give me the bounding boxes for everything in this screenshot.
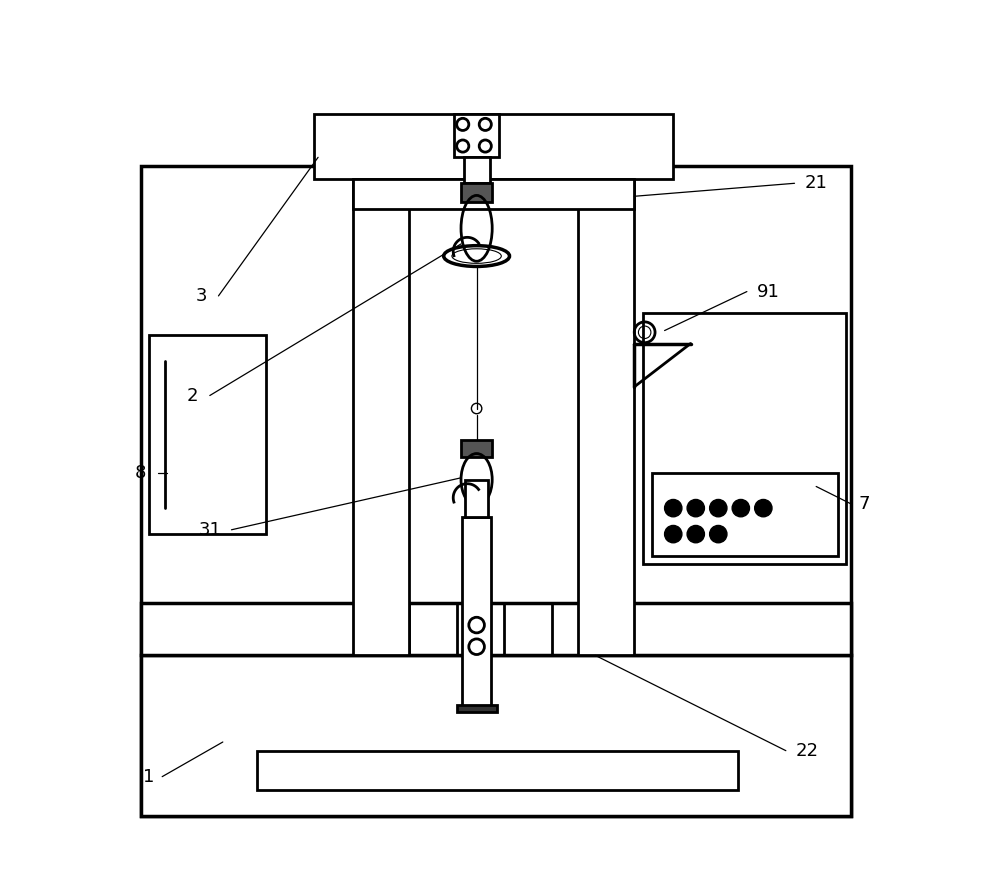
Circle shape xyxy=(710,500,727,517)
Bar xyxy=(652,474,838,556)
Bar xyxy=(454,114,499,157)
Text: 91: 91 xyxy=(757,282,780,301)
Circle shape xyxy=(687,526,704,543)
Bar xyxy=(457,705,497,712)
Circle shape xyxy=(687,500,704,517)
Bar xyxy=(643,313,846,565)
Bar xyxy=(462,517,491,707)
Bar xyxy=(353,157,409,655)
Circle shape xyxy=(710,526,727,543)
Text: 7: 7 xyxy=(858,494,870,513)
Text: 3: 3 xyxy=(195,287,207,305)
Text: 21: 21 xyxy=(805,175,828,192)
Text: 8: 8 xyxy=(135,464,146,482)
Text: 2: 2 xyxy=(187,387,198,405)
Bar xyxy=(257,751,738,790)
Circle shape xyxy=(665,500,682,517)
Circle shape xyxy=(665,526,682,543)
Bar xyxy=(578,157,634,655)
Text: 22: 22 xyxy=(796,741,819,760)
Bar xyxy=(461,183,492,202)
Circle shape xyxy=(755,500,772,517)
Bar xyxy=(465,480,488,517)
Bar xyxy=(141,603,851,655)
Text: 31: 31 xyxy=(198,521,221,539)
Bar xyxy=(149,335,266,534)
Bar xyxy=(464,157,490,183)
Bar xyxy=(141,655,851,816)
Bar xyxy=(461,440,492,457)
Bar xyxy=(353,179,634,209)
Bar xyxy=(141,166,851,816)
Circle shape xyxy=(732,500,749,517)
Bar xyxy=(314,114,673,179)
Text: 1: 1 xyxy=(143,767,155,786)
